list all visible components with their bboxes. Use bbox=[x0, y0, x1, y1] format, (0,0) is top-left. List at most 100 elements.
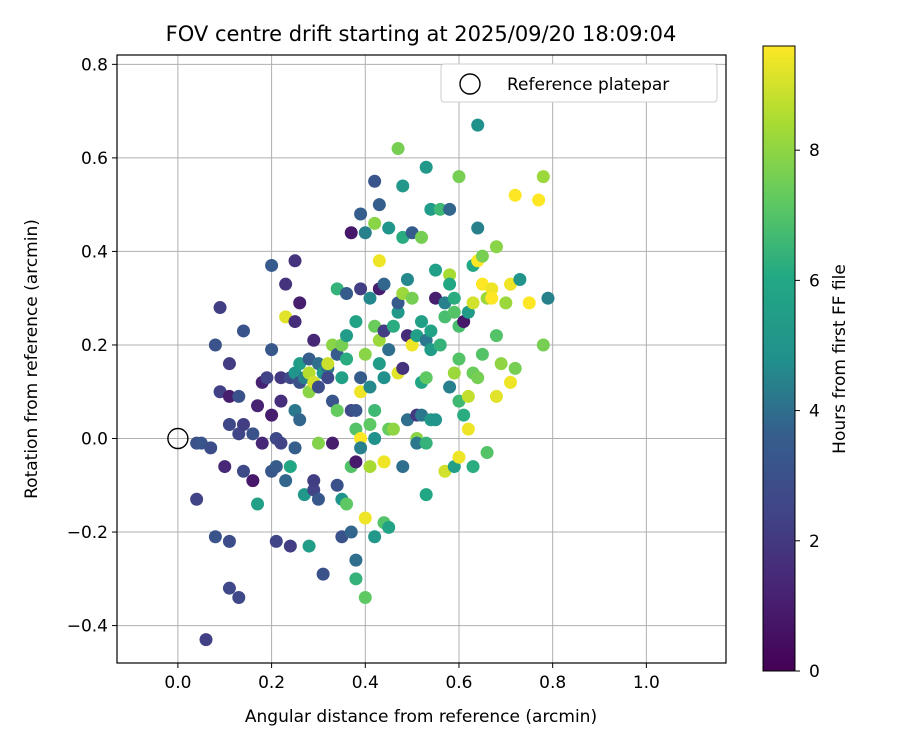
plot-frame bbox=[116, 54, 727, 664]
scatter-points bbox=[190, 118, 555, 647]
scatter-point bbox=[382, 520, 396, 534]
scatter-point bbox=[236, 324, 250, 338]
scatter-point bbox=[246, 427, 260, 441]
scatter-point bbox=[475, 249, 489, 263]
scatter-point bbox=[199, 633, 213, 647]
scatter-point bbox=[265, 343, 279, 357]
scatter-point bbox=[232, 591, 246, 605]
scatter-point bbox=[344, 226, 358, 240]
scatter-point bbox=[340, 287, 354, 301]
reference-point bbox=[167, 427, 189, 450]
scatter-point bbox=[443, 380, 457, 394]
scatter-point bbox=[279, 277, 293, 291]
scatter-point bbox=[415, 315, 428, 329]
scatter-point bbox=[213, 301, 227, 315]
scatter-point bbox=[358, 511, 372, 525]
scatter-point bbox=[372, 254, 386, 268]
scatter-point bbox=[288, 315, 302, 329]
scatter-point bbox=[293, 296, 307, 310]
scatter-point bbox=[433, 338, 447, 352]
scatter-point bbox=[330, 403, 344, 417]
colorbar-tick-label: 2 bbox=[809, 532, 820, 552]
scatter-point bbox=[321, 371, 335, 385]
scatter-point bbox=[330, 478, 344, 492]
scatter-point bbox=[265, 408, 279, 422]
scatter-point bbox=[508, 361, 522, 375]
scatter-point bbox=[410, 436, 424, 450]
colorbar-tick-label: 0 bbox=[809, 662, 820, 682]
scatter-point bbox=[419, 436, 433, 450]
scatter-point bbox=[265, 258, 279, 272]
y-tick-label: 0.0 bbox=[81, 430, 108, 450]
scatter-point bbox=[447, 305, 461, 319]
scatter-point bbox=[349, 553, 363, 567]
y-axis-label: Rotation from reference (arcmin) bbox=[22, 219, 42, 499]
scatter-point bbox=[368, 174, 382, 188]
scatter-point bbox=[368, 403, 382, 417]
scatter-point bbox=[391, 305, 405, 319]
scatter-point bbox=[311, 380, 325, 394]
scatter-point bbox=[358, 347, 372, 361]
scatter-point bbox=[429, 413, 443, 427]
scatter-point bbox=[311, 492, 325, 506]
chart-title: FOV centre drift starting at 2025/09/20 … bbox=[166, 22, 677, 46]
scatter-point bbox=[354, 441, 368, 455]
scatter-point bbox=[400, 272, 414, 286]
scatter-point bbox=[513, 272, 527, 286]
scatter-point bbox=[344, 525, 358, 539]
scatter-point bbox=[222, 534, 236, 548]
scatter-point bbox=[269, 460, 283, 474]
scatter-point bbox=[461, 422, 475, 436]
scatter-point bbox=[396, 179, 410, 193]
scatter-point bbox=[377, 277, 391, 291]
scatter-point bbox=[372, 198, 386, 212]
colorbar-label: Hours from first FF file bbox=[830, 264, 850, 454]
scatter-point bbox=[424, 324, 438, 338]
y-tick-label: −0.2 bbox=[67, 523, 108, 543]
y-ticks: −0.4 −0.2 0.0 0.2 0.4 0.6 0.8 bbox=[67, 55, 117, 637]
scatter-point bbox=[443, 202, 457, 216]
scatter-point bbox=[386, 319, 400, 333]
scatter-point bbox=[382, 221, 396, 235]
scatter-point bbox=[541, 291, 555, 305]
scatter-point bbox=[499, 296, 513, 310]
scatter-point bbox=[260, 371, 274, 385]
scatter-point bbox=[354, 371, 368, 385]
x-axis-label: Angular distance from reference (arcmin) bbox=[245, 707, 597, 727]
scatter-point bbox=[494, 357, 508, 371]
scatter-point bbox=[504, 375, 518, 389]
scatter-point bbox=[204, 441, 218, 455]
reference-marker bbox=[167, 427, 189, 450]
scatter-point bbox=[485, 282, 499, 296]
scatter-point bbox=[236, 464, 250, 478]
y-tick-label: 0.8 bbox=[81, 55, 108, 75]
x-tick-label: 0.2 bbox=[258, 673, 285, 693]
scatter-point bbox=[447, 366, 461, 380]
scatter-point bbox=[489, 389, 503, 403]
scatter-point bbox=[232, 389, 246, 403]
scatter-point bbox=[321, 357, 335, 371]
scatter-point bbox=[288, 254, 302, 268]
scatter-point bbox=[222, 357, 236, 371]
scatter-point bbox=[471, 371, 485, 385]
scatter-point bbox=[283, 460, 297, 474]
scatter-point bbox=[396, 361, 410, 375]
scatter-point bbox=[466, 460, 480, 474]
scatter-point bbox=[508, 188, 522, 202]
scatter-point bbox=[415, 230, 428, 244]
colorbar-tick-label: 4 bbox=[809, 402, 820, 422]
scatter-point bbox=[443, 277, 457, 291]
scatter-point bbox=[358, 226, 372, 240]
scatter-point bbox=[419, 371, 433, 385]
scatter-point bbox=[236, 417, 250, 431]
scatter-point bbox=[222, 417, 236, 431]
scatter-point bbox=[349, 455, 363, 469]
scatter-point bbox=[274, 394, 288, 408]
y-tick-label: 0.2 bbox=[81, 336, 108, 356]
scatter-point bbox=[443, 268, 457, 282]
scatter-point bbox=[382, 343, 396, 357]
scatter-point bbox=[391, 142, 405, 156]
scatter-point bbox=[218, 460, 232, 474]
scatter-point bbox=[429, 263, 443, 277]
